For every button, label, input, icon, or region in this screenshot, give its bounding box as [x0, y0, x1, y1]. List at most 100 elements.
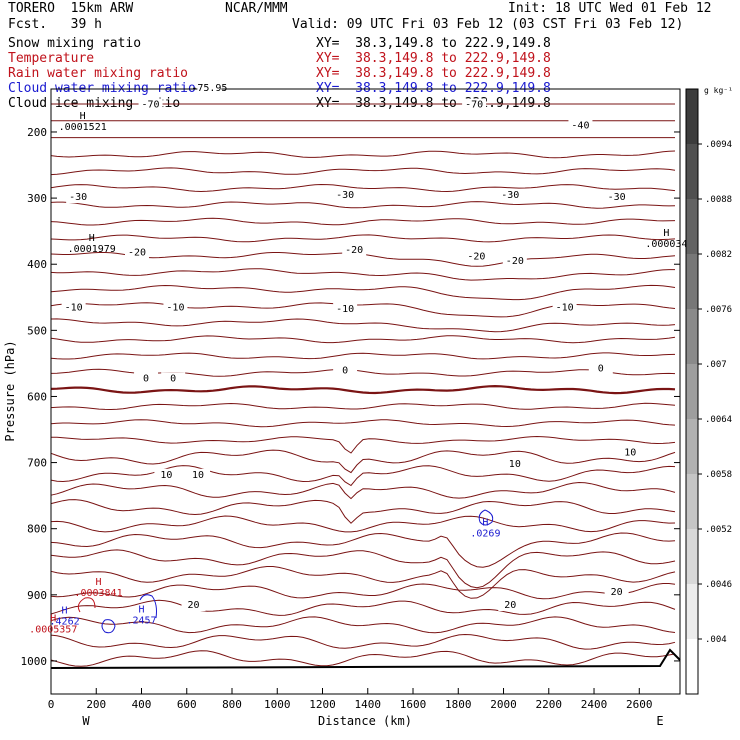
temperature-contour-12: [50, 302, 676, 318]
contour-label-15: -10: [556, 303, 574, 314]
axes: 0 200 400 600 800 1000 1200 1400 1600 1800 2000 220…: [21, 126, 680, 711]
contour-label-2: -70: [465, 100, 483, 111]
valid-time: Valid: 09 UTC Fri 03 Feb 12 (03 CST Fri …: [292, 17, 684, 32]
contour-label-11: -20: [506, 256, 524, 267]
extremum-value-3: .0269: [470, 528, 500, 539]
contour-label-bg-7: [604, 191, 629, 204]
temperature-contour-15: [50, 352, 676, 360]
colorbar-tick-label-1: .0088: [705, 195, 732, 205]
field-xy-rain: XY= 38.3,149.8 to 222.9,149.8: [316, 66, 551, 81]
temperature-contour-11: [50, 284, 676, 301]
temperature-contour-30: [50, 599, 676, 616]
contour-label-19: 0: [598, 363, 604, 374]
contour-label-8: -20: [128, 248, 146, 259]
contour-label-5: -30: [336, 190, 354, 201]
temperature-contour-31: [50, 616, 676, 634]
temperature-contour-5: [50, 183, 676, 193]
y-tick-label-4: 600: [27, 390, 47, 403]
contour-label-bg-17: [161, 372, 186, 385]
extremum-marker-0: H: [80, 111, 86, 122]
x-tick-label-13: 2600: [626, 698, 653, 711]
temperature-contour-18: [50, 402, 676, 411]
x-tick-label-3: 600: [177, 698, 197, 711]
contour-label-bg-16: [134, 372, 159, 385]
moisture-contours: [77, 509, 494, 634]
colorbar-segment-6: [686, 419, 698, 475]
y-tick-label-8: 1000: [21, 655, 48, 668]
temperature-contour-10: [50, 268, 675, 281]
colorbar-unit: g kg⁻¹: [704, 86, 733, 95]
contour-label-bg-21: [186, 468, 211, 481]
contour-label-13: -10: [166, 303, 184, 314]
colorbar-tick-label-3: .0076: [705, 305, 732, 315]
x-tick-label-10: 2000: [490, 698, 517, 711]
forecast-hour: Fcst. 39 h: [8, 17, 102, 32]
temperature-contour-25: [50, 515, 676, 533]
contour-label-bg-2: [462, 98, 487, 111]
x-tick-label-4: 800: [222, 698, 242, 711]
contour-label-26: 20: [611, 587, 623, 598]
contour-label-1: -70: [142, 100, 160, 111]
temperature-contour-28: [50, 566, 676, 599]
contour-label-0: -75.95: [191, 83, 227, 94]
temperature-contour-14: [50, 335, 676, 344]
cloud-water-blob-2: [139, 594, 157, 619]
extremum-marker-5: H: [62, 605, 68, 616]
contour-label-10: -20: [467, 252, 485, 263]
y-tick-label-3: 500: [27, 324, 47, 337]
field-label-rain: Rain water mixing ratio: [8, 66, 189, 81]
contour-label-4: -30: [69, 192, 87, 203]
extremum-value-2: .000034: [645, 239, 687, 250]
field-xy-temperature: XY= 38.3,149.8 to 222.9,149.8: [316, 51, 551, 66]
y-tick-label-0: 200: [27, 126, 47, 139]
colorbar-segment-10: [686, 639, 698, 695]
contour-label-bg-11: [502, 255, 527, 268]
temperature-contour-19: [50, 419, 676, 428]
contour-label-7: -30: [608, 192, 626, 203]
contour-label-bg-5: [333, 189, 358, 202]
contour-label-17: 0: [170, 373, 176, 384]
contour-label-21: 10: [192, 470, 204, 481]
contour-label-bg-0: [197, 81, 222, 94]
temperature-contour-33: [50, 650, 676, 667]
temperature-contour-24: [50, 499, 676, 524]
extremum-value-6: .0005357: [29, 624, 77, 635]
temperature-contour-6: [50, 201, 676, 209]
extremum-value-1: .0001979: [68, 244, 116, 255]
temperature-contour-4: [50, 167, 676, 176]
colorbar-tick-label-9: .004: [705, 635, 727, 645]
extremum-value-0: .0001521: [59, 122, 107, 133]
temperature-contour-29: [50, 583, 676, 600]
colorbar-frame: [685, 88, 699, 695]
y-tick-label-1: 300: [27, 192, 47, 205]
org-label: NCAR/MMM: [225, 1, 288, 16]
colorbar-tick-label-8: .0046: [705, 580, 732, 590]
contour-labels: -75.95 -70 -70 -40 -30 -30 -30 -30 -20 -20 -20 -20 -…: [61, 81, 643, 612]
x-tick-label-6: 1200: [309, 698, 336, 711]
extremum-value-7: .2457: [126, 616, 156, 627]
field-label-snow: Snow mixing ratio: [8, 36, 142, 51]
contour-label-bg-15: [552, 301, 577, 314]
terrain-line: [50, 648, 681, 669]
colorbar-segment-0: [686, 89, 698, 145]
contour-label-23: 10: [624, 447, 636, 458]
contour-label-bg-14: [333, 302, 358, 315]
contour-label-3: -40: [571, 121, 589, 132]
y-axis-title: Pressure (hPa): [3, 340, 17, 441]
temperature-contour-20: [50, 435, 676, 454]
colorbar-tick-label-0: .0094: [705, 140, 732, 150]
contour-label-bg-20: [154, 468, 179, 481]
contour-label-12: -10: [65, 303, 83, 314]
contour-label-bg-4: [66, 191, 91, 204]
temperature-contour-17: [50, 384, 676, 395]
temperature-contour-26: [50, 532, 676, 568]
contour-label-6: -30: [501, 190, 519, 201]
colorbar-tick-label-4: .007: [705, 360, 727, 370]
rain-water-blob-0: [77, 597, 96, 613]
extremum-marker-7: H: [138, 605, 144, 616]
temperature-contour-3: [50, 150, 676, 159]
contour-label-25: 20: [504, 600, 516, 611]
init-time: Init: 18 UTC Wed 01 Feb 12: [508, 1, 712, 16]
contour-label-bg-10: [464, 250, 489, 263]
y-tick-label-5: 700: [27, 457, 47, 470]
